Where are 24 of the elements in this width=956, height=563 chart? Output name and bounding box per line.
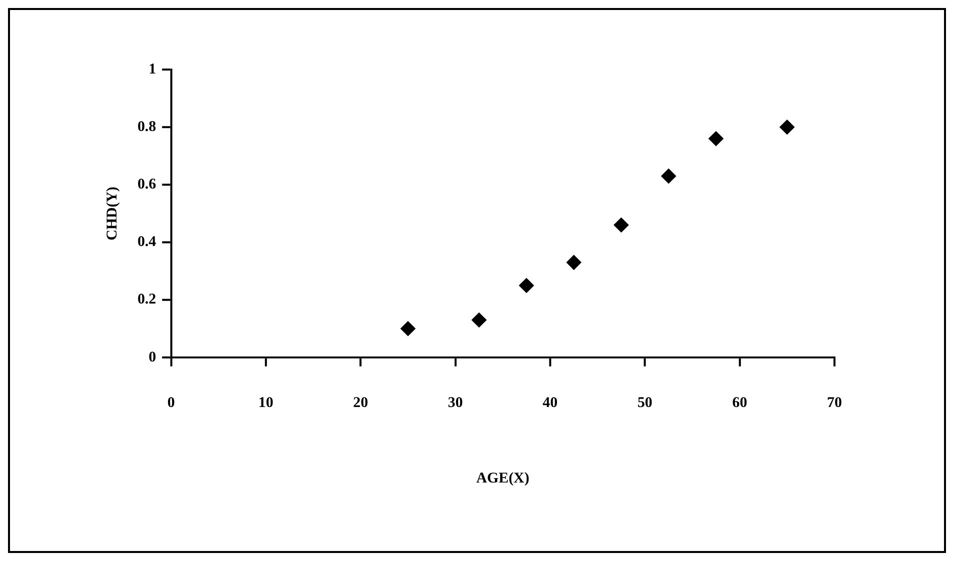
y-tick-label: 0.4 (137, 234, 157, 250)
point (566, 254, 582, 270)
x-tick-label: 40 (542, 394, 558, 411)
point (400, 321, 416, 336)
x-tick-label: 20 (353, 394, 368, 411)
x-axis-title: AGE(X) (476, 470, 530, 486)
y-tick-label: 0.8 (137, 119, 156, 135)
point (472, 312, 487, 328)
point (708, 131, 724, 146)
x-tick-label: 60 (732, 394, 748, 411)
point (614, 218, 629, 232)
point (780, 120, 795, 135)
x-tick-label: 50 (637, 394, 652, 411)
x-tick-label: 10 (258, 394, 274, 411)
point (661, 168, 676, 184)
x-tick-label: 70 (827, 394, 842, 411)
y-tick-label: 1 (148, 61, 156, 78)
x-tick-label: 0 (167, 394, 175, 411)
point (518, 278, 534, 293)
y-tick-label: 0.6 (137, 176, 157, 193)
x-tick-label: 30 (448, 394, 463, 411)
y-tick-label: 0.2 (137, 292, 156, 308)
y-tick-label: 0 (148, 349, 156, 366)
y-axis-title: CHD(Y) (104, 186, 120, 240)
